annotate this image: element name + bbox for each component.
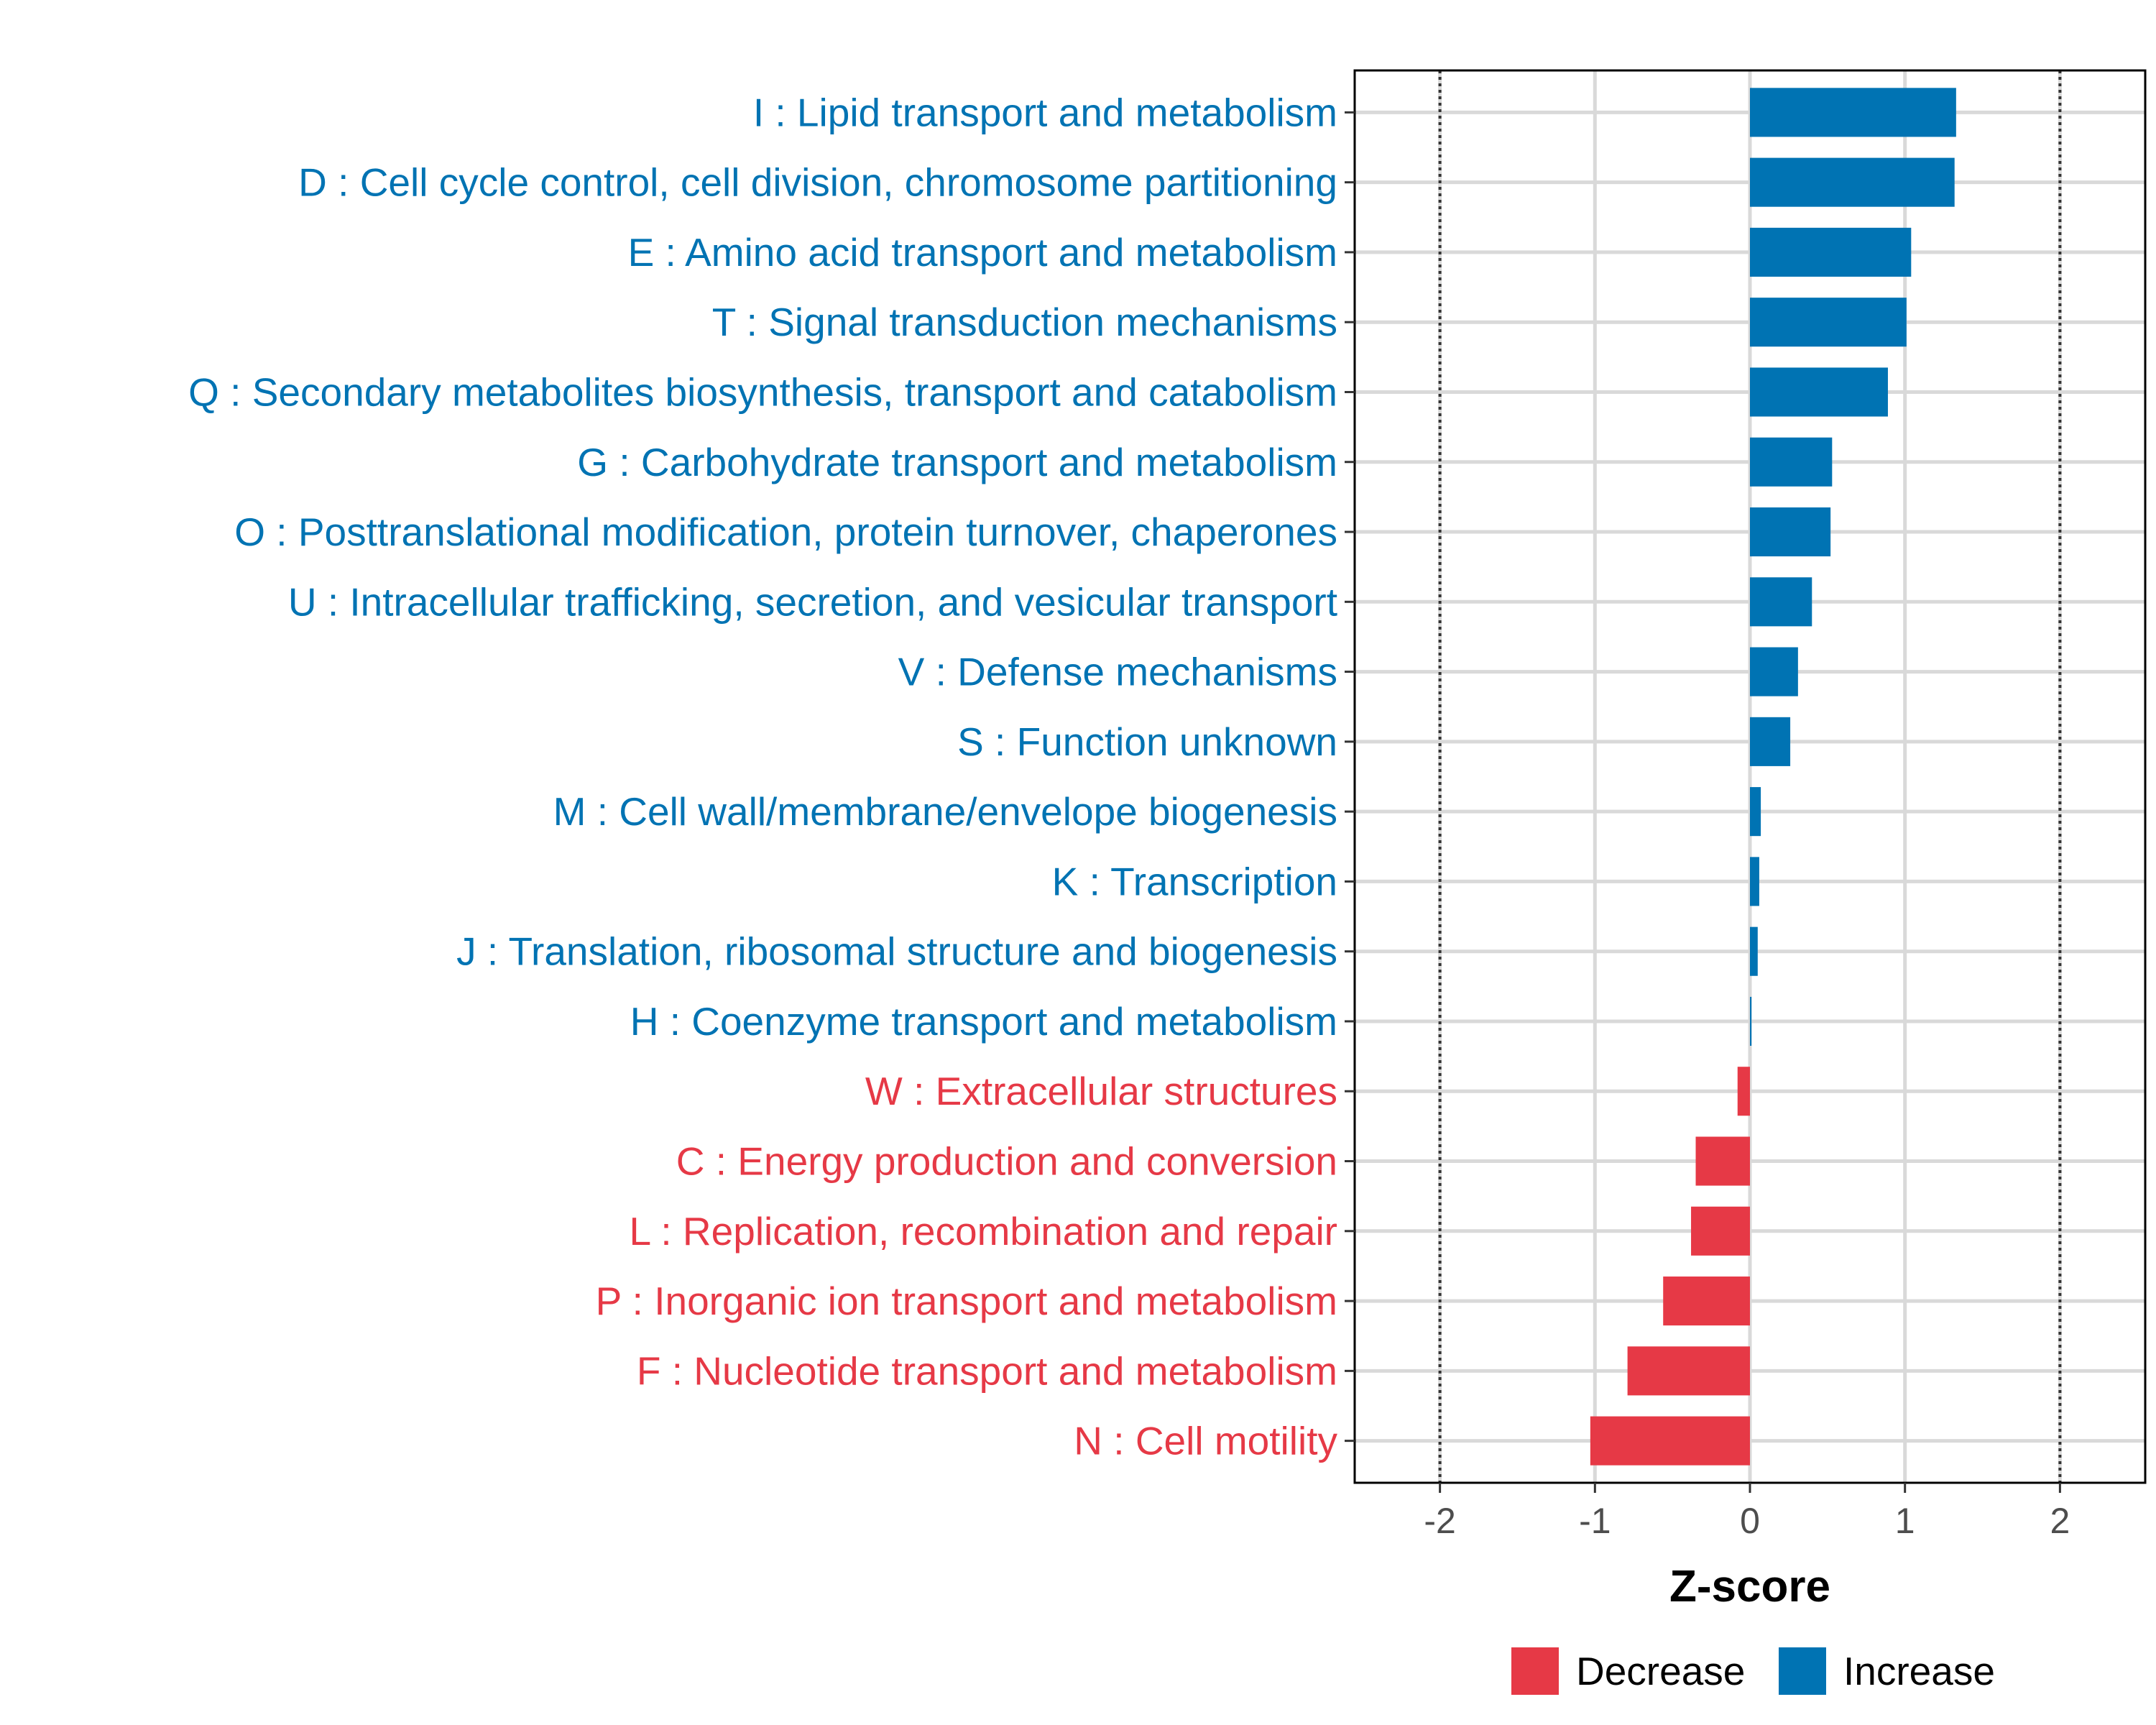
- bar-v: [1750, 647, 1798, 696]
- grid-layer: [1355, 70, 2145, 1483]
- bar-i: [1750, 88, 1956, 137]
- category-label: J : Translation, ribosomal structure and…: [456, 929, 1337, 974]
- category-labels: I : Lipid transport and metabolism D : Ce…: [188, 90, 1337, 1463]
- category-label: H : Coenzyme transport and metabolism: [630, 999, 1337, 1044]
- bar-l: [1691, 1206, 1750, 1256]
- bar-m: [1750, 787, 1761, 837]
- x-tick-label: -1: [1579, 1501, 1611, 1541]
- x-tick-label: 0: [1740, 1501, 1760, 1541]
- legend-label-increase: Increase: [1843, 1649, 1995, 1693]
- category-label: O : Posttranslational modification, prot…: [234, 510, 1337, 554]
- category-label: D : Cell cycle control, cell division, c…: [298, 160, 1337, 205]
- category-label: K : Transcription: [1052, 859, 1337, 903]
- x-axis-title: Z-score: [1669, 1562, 1830, 1611]
- bar-u: [1750, 577, 1812, 627]
- x-tick-label: 2: [2050, 1501, 2070, 1541]
- bar-f: [1627, 1346, 1750, 1396]
- legend-key-decrease: [1511, 1647, 1559, 1695]
- bar-e: [1750, 227, 1912, 277]
- tick-layer: -2 -1 0 1 2: [1345, 111, 2070, 1541]
- bar-o: [1750, 507, 1831, 557]
- category-label: P : Inorganic ion transport and metaboli…: [596, 1279, 1337, 1323]
- bar-p: [1663, 1276, 1750, 1326]
- bar-c: [1695, 1136, 1750, 1186]
- category-label: M : Cell wall/membrane/envelope biogenes…: [553, 789, 1337, 834]
- category-label: V : Defense mechanisms: [898, 650, 1337, 694]
- category-label: Q : Secondary metabolites biosynthesis, …: [188, 369, 1337, 414]
- category-label: C : Energy production and conversion: [676, 1139, 1337, 1184]
- x-tick-label: 1: [1895, 1501, 1915, 1541]
- category-label: F : Nucleotide transport and metabolism: [637, 1348, 1337, 1393]
- x-tick-label: -2: [1424, 1501, 1455, 1541]
- bar-layer: [1590, 88, 1956, 1466]
- category-label: I : Lipid transport and metabolism: [753, 90, 1337, 134]
- bar-j: [1750, 926, 1758, 976]
- bar-h: [1750, 996, 1752, 1046]
- bar-w: [1737, 1067, 1750, 1116]
- bar-d: [1750, 157, 1955, 207]
- bar-k: [1750, 857, 1759, 906]
- category-label: U : Intracellular trafficking, secretion…: [288, 579, 1337, 624]
- category-label: T : Signal transduction mechanisms: [712, 300, 1337, 344]
- bar-q: [1750, 367, 1888, 417]
- legend-key-increase: [1779, 1647, 1826, 1695]
- category-label: W : Extracellular structures: [865, 1069, 1337, 1113]
- legend-label-decrease: Decrease: [1576, 1649, 1745, 1693]
- bar-g: [1750, 437, 1833, 487]
- category-label: L : Replication, recombination and repai…: [630, 1209, 1337, 1254]
- bar-s: [1750, 717, 1791, 766]
- category-label: G : Carbohydrate transport and metabolis…: [577, 440, 1337, 484]
- category-label: S : Function unknown: [957, 719, 1337, 764]
- category-label: N : Cell motility: [1074, 1419, 1337, 1463]
- bar-n: [1590, 1416, 1750, 1466]
- legend: Decrease Increase: [1511, 1647, 1995, 1695]
- bar-t: [1750, 298, 1907, 347]
- category-label: E : Amino acid transport and metabolism: [628, 230, 1337, 275]
